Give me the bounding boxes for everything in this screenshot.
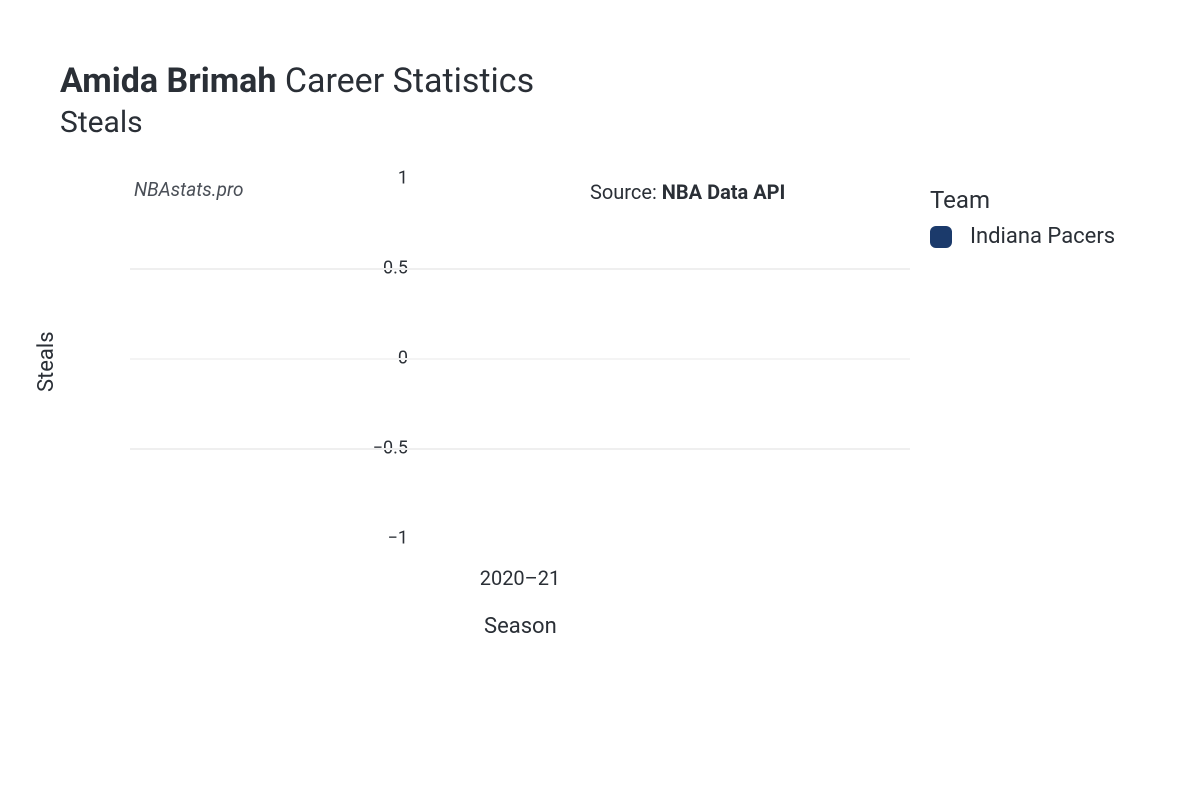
source-name: NBA Data API [662, 180, 786, 204]
chart-title-block: Amida Brimah Career Statistics Steals [60, 62, 534, 140]
gridline [130, 268, 910, 270]
gridline [130, 448, 910, 450]
gridline [130, 358, 910, 360]
legend-swatch-icon [930, 226, 952, 248]
x-tick-label: 2020–21 [480, 566, 561, 590]
player-name: Amida Brimah [60, 61, 276, 101]
legend-item-label: Indiana Pacers [970, 224, 1115, 249]
x-axis-title: Season [484, 614, 557, 639]
chart-subtitle: Steals [60, 105, 534, 140]
legend-title: Team [930, 186, 1115, 214]
chart-container: Amida Brimah Career Statistics Steals 1 … [0, 0, 1200, 800]
legend-item: Indiana Pacers [930, 224, 1115, 249]
source-prefix: Source: [590, 180, 662, 204]
y-axis-title: Steals [34, 331, 59, 392]
watermark-text: NBAstats.pro [134, 178, 244, 201]
chart-title: Amida Brimah Career Statistics [60, 62, 534, 101]
title-suffix: Career Statistics [276, 61, 534, 101]
legend: Team Indiana Pacers [930, 186, 1115, 249]
source-attribution: Source: NBA Data API [590, 180, 785, 204]
plot-area [130, 178, 910, 538]
